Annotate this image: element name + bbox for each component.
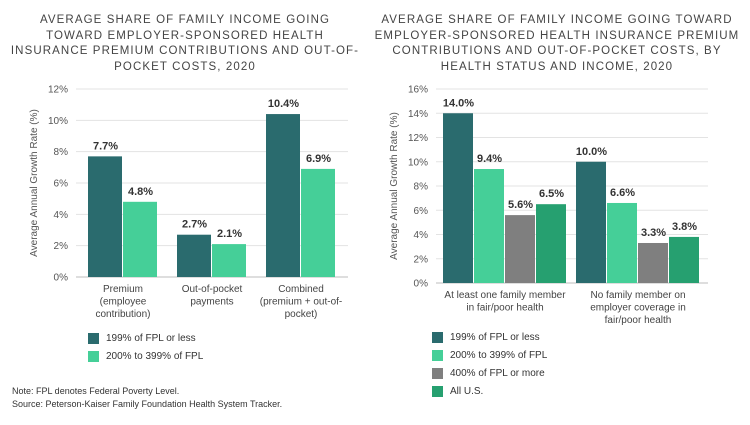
right-bar	[669, 236, 699, 283]
left-y-axis-label: Average Annual Growth Rate (%)	[29, 109, 40, 257]
left-y-tick-label: 0%	[54, 273, 69, 284]
left-legend-label: 200% to 399% of FPL	[106, 350, 204, 362]
left-y-tick-label: 2%	[54, 241, 69, 252]
right-category-label: employer coverage in	[590, 303, 686, 314]
right-legend-label: 400% of FPL or more	[450, 367, 545, 379]
left-category-label: (premium + out-of-	[260, 297, 343, 308]
left-bar	[177, 234, 211, 277]
right-bar	[474, 169, 504, 283]
left-legend-swatch	[88, 350, 99, 362]
right-data-label: 6.5%	[539, 188, 564, 200]
right-legend-item: All U.S.	[432, 382, 547, 400]
right-y-tick-label: 8%	[414, 182, 429, 193]
right-bar	[505, 215, 535, 283]
right-data-label: 5.6%	[508, 199, 533, 211]
left-legend-item: 200% to 399% of FPL	[88, 347, 203, 365]
right-y-axis-label: Average Annual Growth Rate (%)	[389, 112, 400, 260]
right-legend-swatch	[432, 331, 443, 343]
left-data-label: 6.9%	[306, 153, 331, 165]
left-y-tick-label: 10%	[48, 116, 68, 127]
chart-notes: Note: FPL denotes Federal Poverty Level.…	[12, 385, 282, 411]
left-data-label: 2.7%	[182, 219, 207, 231]
left-bar	[266, 114, 300, 277]
left-y-tick-label: 6%	[54, 179, 69, 190]
source-note: Source: Peterson-Kaiser Family Foundatio…	[12, 399, 283, 409]
right-y-tick-label: 14%	[408, 109, 428, 120]
right-legend-item: 400% of FPL or more	[432, 364, 547, 382]
right-legend-item: 200% to 399% of FPL	[432, 346, 547, 364]
right-chart-title: AVERAGE SHARE OF FAMILY INCOME GOING TOW…	[374, 14, 740, 73]
left-bar	[88, 156, 122, 277]
right-category-label: No family member on	[590, 290, 685, 301]
left-chart-title: AVERAGE SHARE OF FAMILY INCOME GOING TOW…	[10, 14, 360, 73]
left-category-label: Out-of-pocket	[182, 284, 243, 295]
left-category-label: Combined	[278, 284, 324, 295]
left-data-label: 7.7%	[93, 140, 118, 152]
left-data-label: 10.4%	[268, 98, 299, 110]
right-category-label: in fair/poor health	[466, 303, 543, 314]
right-data-label: 3.3%	[641, 227, 666, 239]
right-bar	[443, 113, 473, 283]
left-bar	[212, 244, 246, 277]
note-fpl: Note: FPL denotes Federal Poverty Level.	[12, 386, 180, 396]
left-category-label: contribution)	[95, 309, 150, 320]
right-bar	[638, 242, 668, 283]
right-data-label: 6.6%	[610, 187, 635, 199]
right-data-label: 3.8%	[672, 221, 697, 233]
left-legend-item: 199% of FPL or less	[88, 329, 203, 347]
right-y-tick-label: 2%	[414, 254, 429, 265]
right-legend-swatch	[432, 349, 443, 361]
right-legend-label: 200% to 399% of FPL	[450, 349, 548, 361]
left-data-label: 2.1%	[217, 228, 242, 240]
right-y-tick-label: 12%	[408, 133, 428, 144]
right-y-tick-label: 4%	[414, 230, 429, 241]
right-legend-item: 199% of FPL or less	[432, 328, 547, 346]
left-data-label: 4.8%	[128, 186, 153, 198]
left-category-label: pocket)	[285, 309, 318, 320]
right-y-tick-label: 0%	[414, 279, 429, 290]
left-y-tick-label: 4%	[54, 210, 69, 221]
left-legend-label: 199% of FPL or less	[106, 332, 196, 344]
left-chart-legend: 199% of FPL or less 200% to 399% of FPL	[88, 329, 203, 365]
right-data-label: 9.4%	[477, 153, 502, 165]
right-bar	[536, 204, 566, 283]
right-chart-legend: 199% of FPL or less 200% to 399% of FPL 40…	[432, 328, 547, 400]
right-legend-swatch	[432, 385, 443, 397]
right-data-label: 14.0%	[443, 97, 474, 109]
right-y-tick-label: 10%	[408, 157, 428, 168]
left-y-tick-label: 12%	[48, 85, 68, 96]
right-legend-label: 199% of FPL or less	[450, 331, 540, 343]
right-legend-swatch	[432, 367, 443, 379]
left-bar	[123, 201, 157, 277]
left-y-tick-label: 8%	[54, 147, 69, 158]
right-bar	[607, 202, 637, 283]
right-legend-label: All U.S.	[450, 385, 484, 397]
left-legend-swatch	[88, 332, 99, 344]
right-data-label: 10.0%	[576, 146, 607, 158]
left-bar	[301, 168, 335, 277]
right-bar	[576, 161, 606, 283]
right-category-label: At least one family member	[444, 290, 566, 301]
left-category-label: payments	[190, 297, 233, 308]
right-category-label: fair/poor health	[605, 315, 672, 326]
left-category-label: Premium	[103, 284, 143, 295]
right-y-tick-label: 6%	[414, 206, 429, 217]
left-category-label: (employee	[100, 297, 147, 308]
right-y-tick-label: 16%	[408, 85, 428, 96]
